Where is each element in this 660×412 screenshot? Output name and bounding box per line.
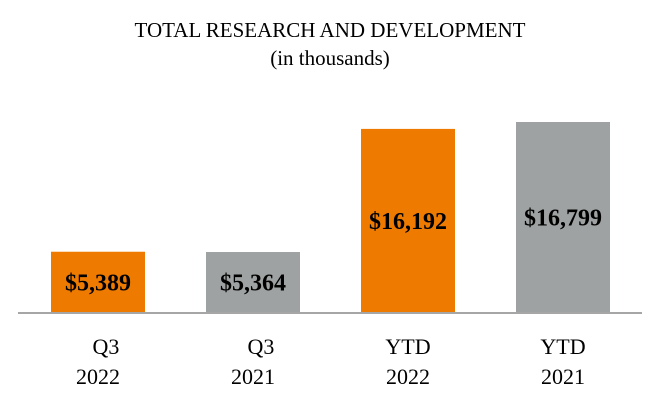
chart-subtitle: (in thousands) (270, 46, 390, 70)
bar (51, 251, 145, 313)
data-label: $16,192 (369, 209, 447, 235)
data-label: $5,389 (65, 270, 131, 296)
category-label: 2022 (386, 364, 430, 389)
category-label: 2021 (231, 364, 275, 389)
data-label: $5,364 (220, 271, 286, 297)
bar (361, 128, 455, 313)
chart-title: TOTAL RESEARCH AND DEVELOPMENT (134, 18, 526, 42)
category-label: Q3 (248, 334, 275, 359)
bar (516, 122, 610, 313)
category-label: YTD (385, 334, 430, 359)
category-label: 2022 (76, 364, 120, 389)
category-label: Q3 (93, 334, 120, 359)
bar (206, 252, 300, 313)
category-label: YTD (540, 334, 585, 359)
category-label: 2021 (541, 364, 585, 389)
data-label: $16,799 (524, 206, 602, 232)
